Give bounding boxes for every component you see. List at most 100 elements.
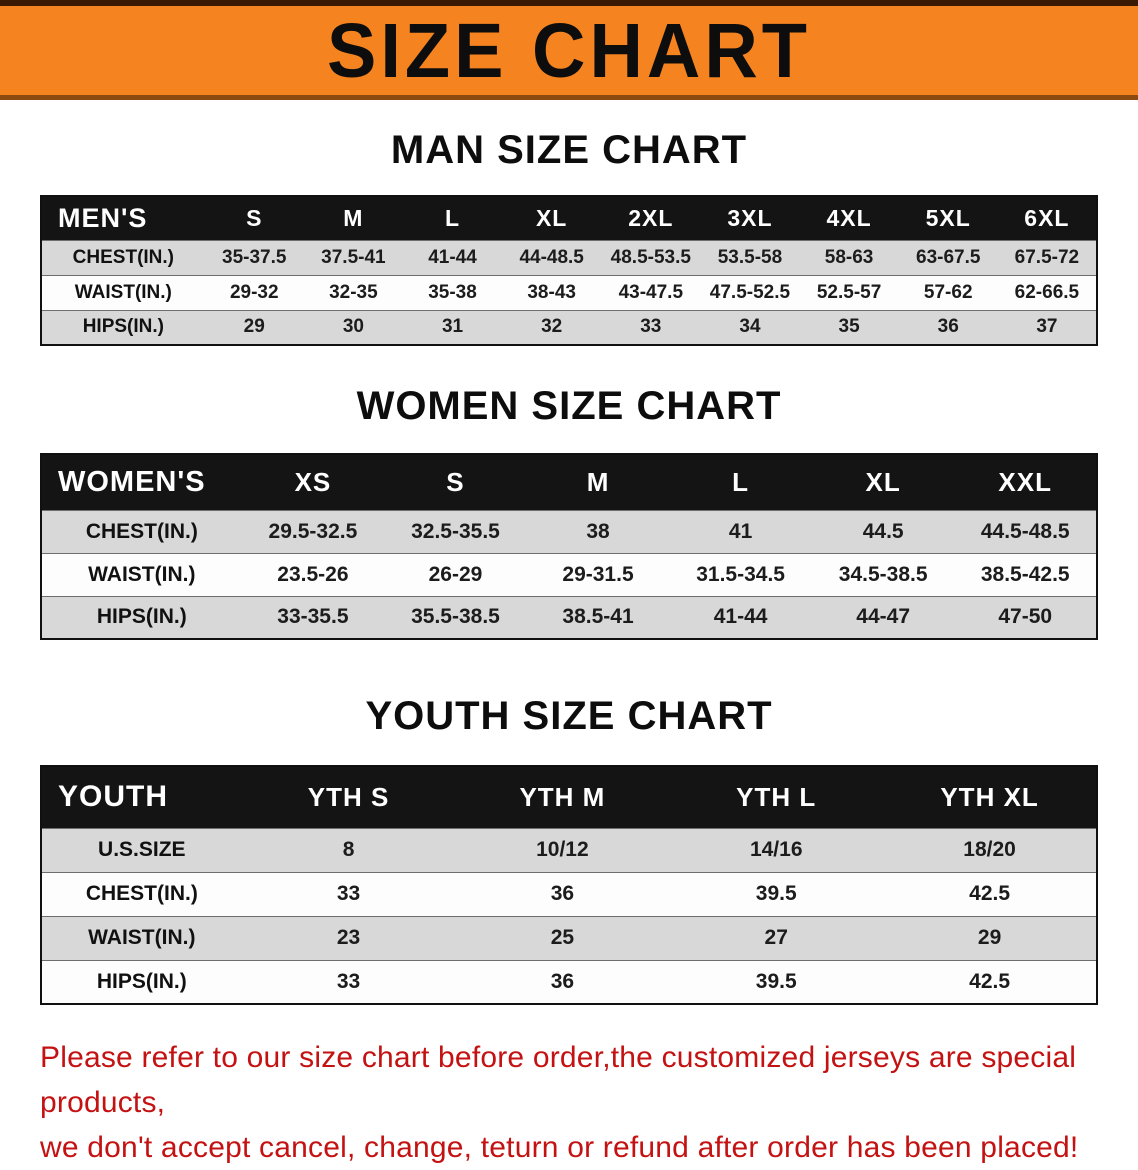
size-value-cell: 39.5 [755,969,797,993]
size-header-cell: M [526,454,670,510]
size-value-cell: 37 [1036,316,1058,338]
size-value-cell: 48.5-53.5 [610,246,691,268]
size-value-cell: 42.5 [969,882,1011,905]
size-header-cell: 4XL [799,196,899,240]
row-label-cell: HIPS(IN.) [96,969,187,993]
measurement-row: WAIST(IN.) 23 25 27 29 [41,916,1097,960]
measurement-row: WAIST(IN.) 23.5-26 26-29 29-31.5 31.5-34.5 34… [41,553,1097,596]
table-header-row: WOMEN'S XS S M L XL XXL [41,454,1097,510]
row-label-cell: HIPS(IN.) [82,316,164,338]
section-men: MAN SIZE CHART MEN'S S M L XL 2XL 3XL 4XL 5XL 6XL… [0,128,1138,346]
size-value-cell: 29 [977,926,1002,949]
measurement-row: CHEST(IN.) 29.5-32.5 32.5-35.5 38 41 44.5 44.5… [41,510,1097,553]
size-header-cell: L [402,196,503,240]
size-value-cell: 53.5-58 [717,246,783,268]
size-value-cell: 67.5-72 [1014,246,1080,268]
size-value-cell: 23.5-26 [277,562,349,586]
size-value-cell: 52.5-57 [816,281,882,303]
size-value-cell: 35.5-38.5 [411,605,500,629]
size-header-cell: XS [241,454,385,510]
size-value-cell: 14/16 [749,838,803,861]
row-label-cell: U.S.SIZE [98,838,186,861]
size-value-cell: 29-31.5 [562,562,634,586]
size-header-cell: 6XL [997,196,1097,240]
measurement-row: HIPS(IN.) 33-35.5 35.5-38.5 38.5-41 41-44 44-… [41,596,1097,639]
size-value-cell: 63-67.5 [916,246,981,268]
row-label-cell: WAIST(IN.) [88,926,196,949]
size-value-cell: 36 [550,969,575,993]
page-title: SIZE CHART [327,6,811,94]
size-value-cell: 29.5-32.5 [268,519,358,543]
size-value-cell: 34 [739,316,761,338]
size-value-cell: 18/20 [963,838,1016,861]
youth-size-table: YOUTH YTH S YTH M YTH L YTH XL U.S.SIZE 8 10/12… [40,765,1098,1005]
size-header-cell: YTH XL [883,766,1097,828]
measurement-row: HIPS(IN.) 29 30 31 32 33 34 35 36 37 [41,310,1097,345]
size-value-cell: 27 [764,926,788,949]
size-value-cell: 32 [541,316,563,338]
women-section-heading: WOMEN SIZE CHART [356,384,782,428]
size-header-cell: M [303,196,403,240]
size-value-cell: 47-50 [998,605,1053,629]
size-value-cell: 41-44 [428,246,477,268]
measurement-row: U.S.SIZE 8 10/12 14/16 18/20 [41,828,1097,872]
size-value-cell: 35-37.5 [222,246,287,268]
size-value-cell: 58-63 [824,246,874,268]
measurement-row: WAIST(IN.) 29-32 32-35 35-38 38-43 43-47.5 47.… [41,275,1097,310]
size-value-cell: 41 [728,519,753,543]
size-value-cell: 38.5-42.5 [980,562,1070,586]
size-value-cell: 38.5-41 [562,605,634,629]
size-value-cell: 32-35 [329,281,378,303]
table-title-cell: WOMEN'S [41,454,242,510]
size-value-cell: 10/12 [536,838,589,861]
size-value-cell: 37.5-41 [321,246,386,268]
row-label-cell: WAIST(IN.) [74,281,172,303]
size-header-cell: XXL [954,454,1097,510]
men-size-table: MEN'S S M L XL 2XL 3XL 4XL 5XL 6XL CHEST(IN.) 35-37… [40,195,1098,346]
size-header-cell: 5XL [898,196,998,240]
size-header-cell: YTH M [455,766,670,828]
size-value-cell: 34.5-38.5 [838,562,928,586]
measurement-row: CHEST(IN.) 35-37.5 37.5-41 41-44 44-48.5 48.5… [41,240,1097,275]
size-value-cell: 62-66.5 [1014,281,1080,303]
size-value-cell: 25 [550,926,575,949]
size-value-cell: 30 [342,316,364,338]
size-value-cell: 26-29 [428,562,483,586]
size-value-cell: 29 [243,316,265,338]
size-value-cell: 36 [550,882,575,905]
size-value-cell: 33 [336,882,361,905]
size-value-cell: 33-35.5 [277,605,349,629]
size-value-cell: 23 [336,926,361,949]
size-header-cell: YTH S [241,766,456,828]
size-value-cell: 44-47 [856,605,911,629]
size-value-cell: 57-62 [923,281,973,303]
banner: SIZE CHART [0,0,1138,100]
size-value-cell: 29-32 [229,281,279,303]
size-header-cell: YTH L [669,766,884,828]
size-header-cell: 3XL [700,196,800,240]
size-value-cell: 35 [838,316,860,338]
row-label-cell: CHEST(IN.) [85,519,198,543]
size-value-cell: 42.5 [969,969,1011,993]
table-title-cell: YOUTH [41,766,242,828]
size-value-cell: 35-38 [428,281,477,303]
size-value-cell: 39.5 [755,882,797,905]
size-value-cell: 38 [586,519,610,543]
size-value-cell: 8 [342,838,355,861]
table-title-cell: MEN'S [41,196,205,240]
size-value-cell: 36 [937,316,959,338]
measurement-row: CHEST(IN.) 33 36 39.5 42.5 [41,872,1097,916]
measurement-row: HIPS(IN.) 33 36 39.5 42.5 [41,960,1097,1004]
section-women: WOMEN SIZE CHART WOMEN'S XS S M L XL XXL CHEST(… [0,384,1138,640]
footer-disclaimer: Please refer to our size chart before or… [40,1035,1094,1170]
size-value-cell: 47.5-52.5 [709,281,791,303]
women-size-table: WOMEN'S XS S M L XL XXL CHEST(IN.) 29.5-32.5 32.5… [40,453,1098,640]
youth-section-heading: YOUTH SIZE CHART [365,694,773,738]
table-header-row: YOUTH YTH S YTH M YTH L YTH XL [41,766,1097,828]
row-label-cell: HIPS(IN.) [96,605,187,629]
size-header-cell: XL [502,196,602,240]
size-value-cell: 44.5-48.5 [980,519,1070,543]
section-youth: YOUTH SIZE CHART YOUTH YTH S YTH M YTH L YTH… [0,694,1138,1005]
size-value-cell: 38-43 [527,281,576,303]
size-value-cell: 33 [640,316,662,338]
